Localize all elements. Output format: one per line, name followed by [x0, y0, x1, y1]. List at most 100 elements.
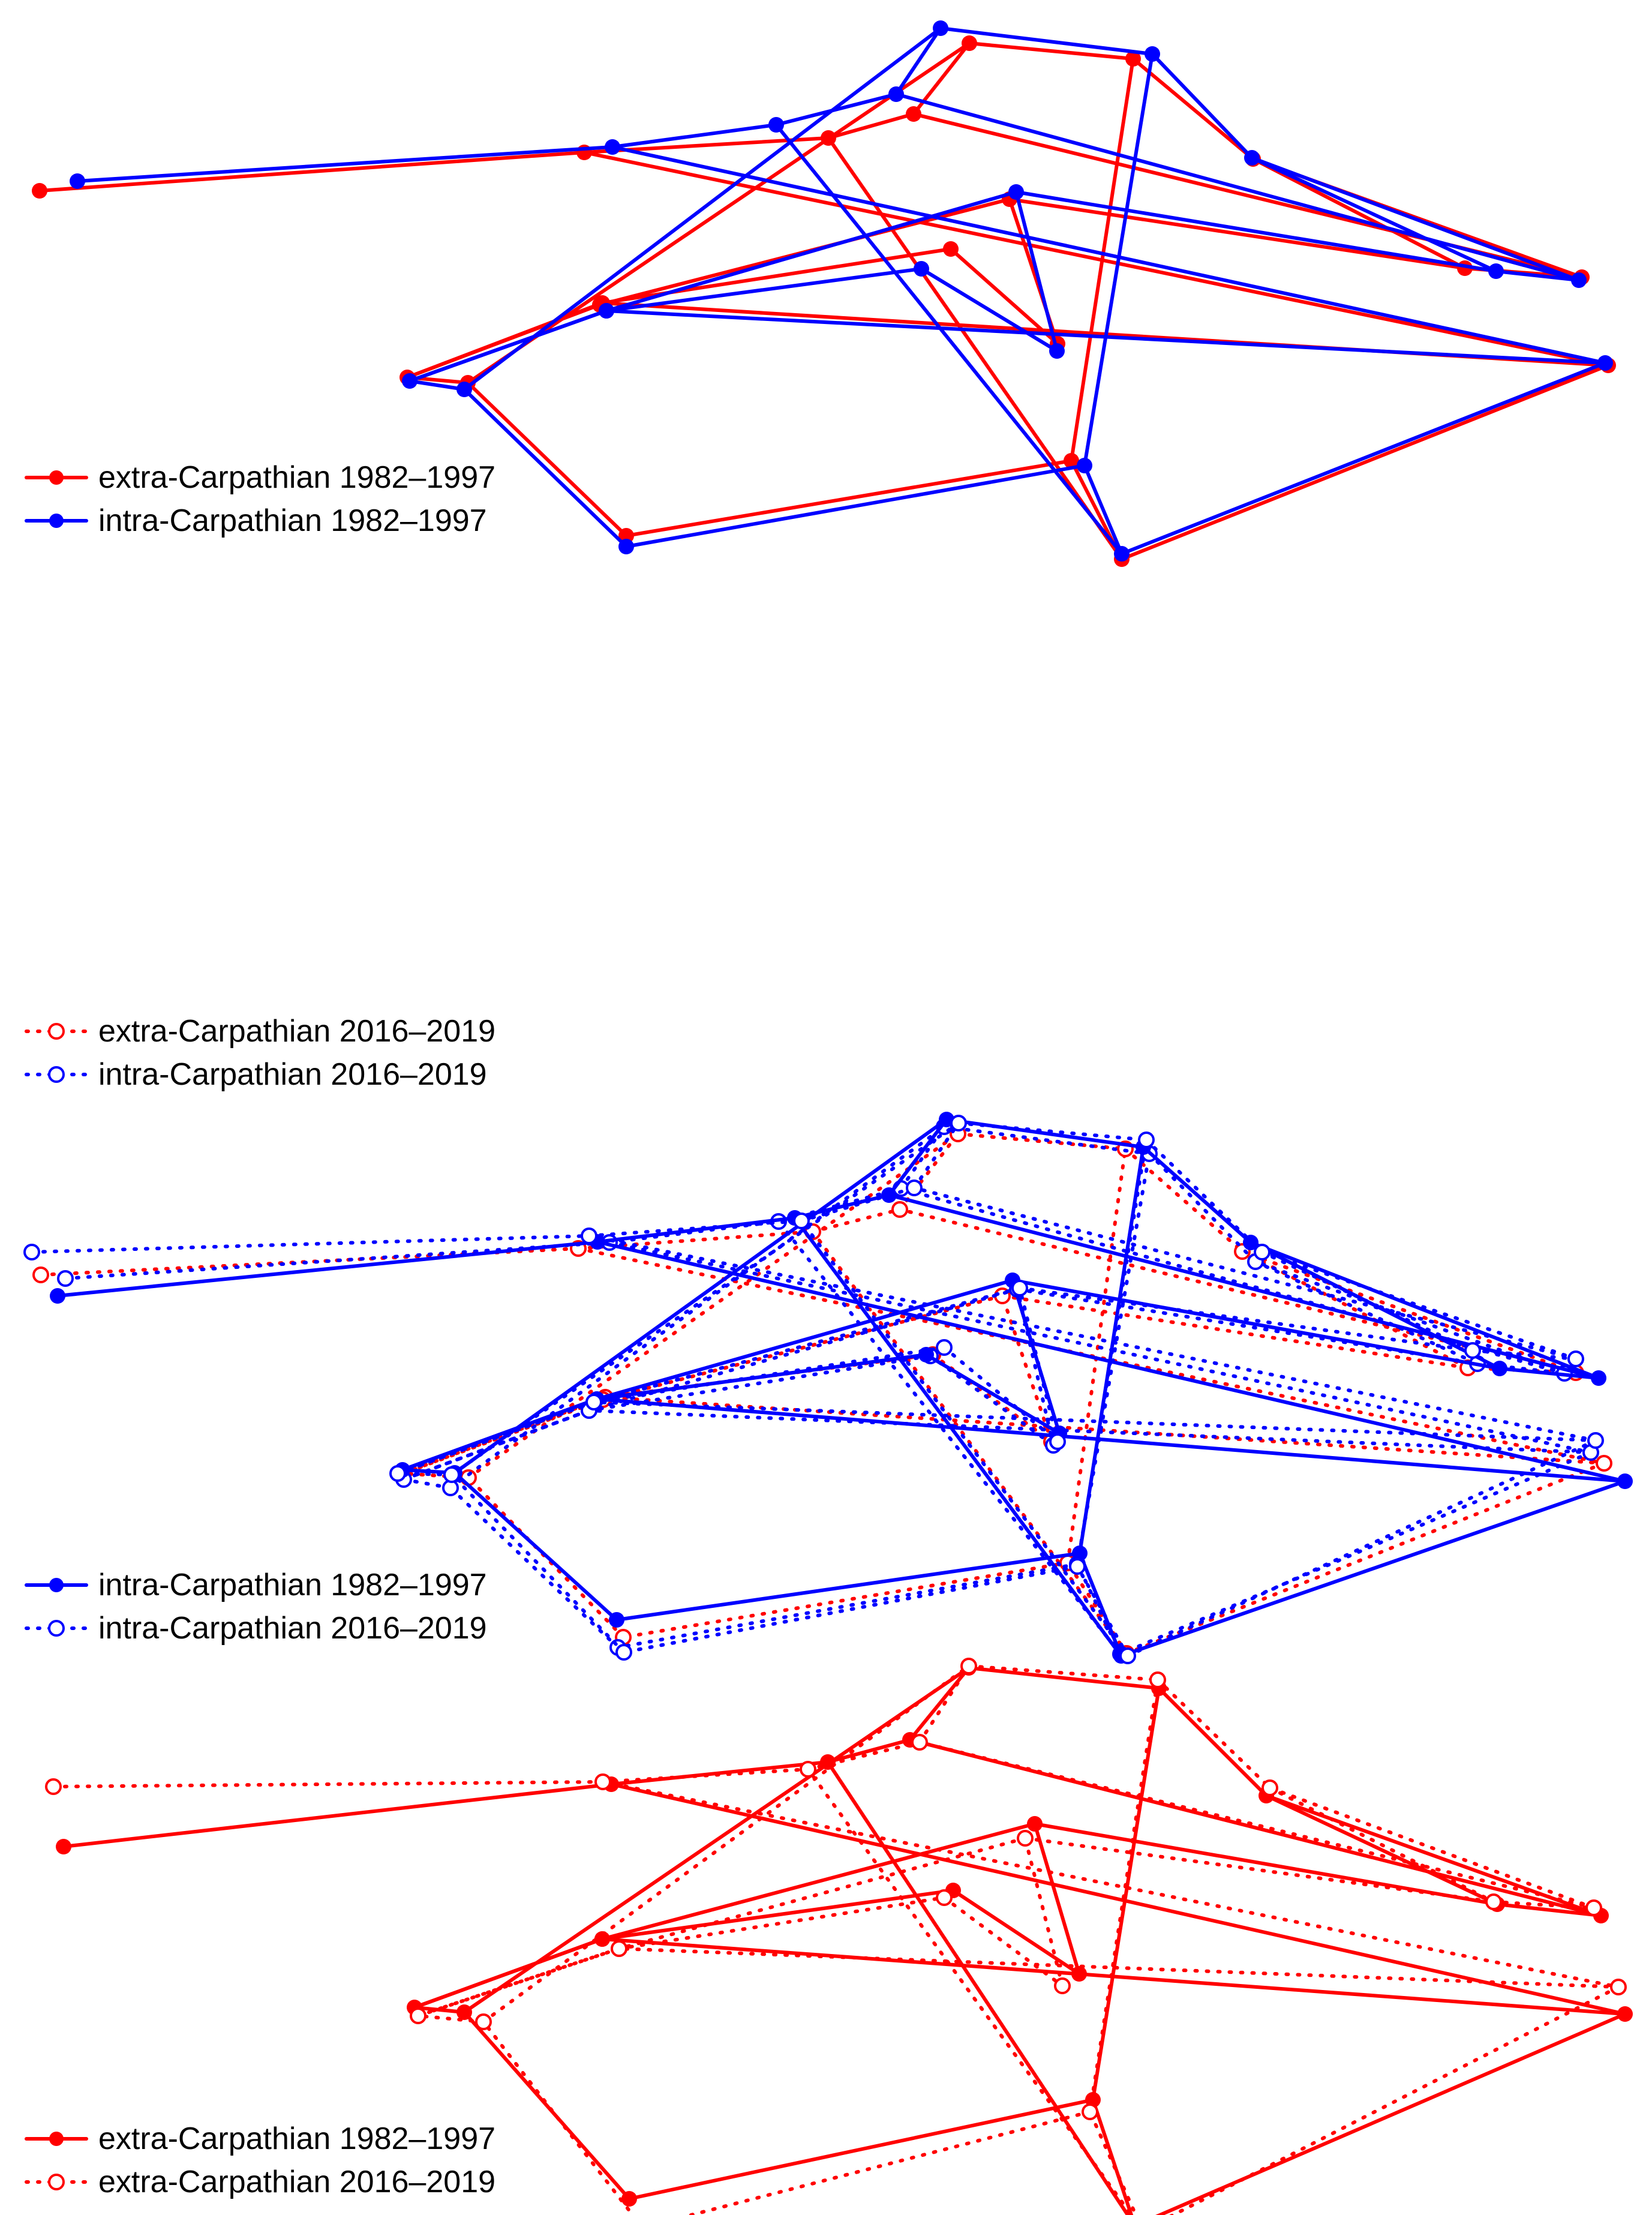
edge: [806, 1767, 1134, 2215]
edge: [1148, 1152, 1257, 1263]
edge: [1076, 1562, 1122, 1656]
panel-extra-1982-vs-2016: extra-Carpathian 1982–1997 extra-Carpath…: [0, 1658, 1652, 2215]
landmark-point: [1488, 263, 1504, 279]
landmark-point: [1049, 1433, 1066, 1450]
edge: [627, 2098, 1095, 2201]
edge: [1260, 1250, 1474, 1352]
edge: [1066, 1147, 1127, 1565]
landmark-point: [960, 1658, 977, 1674]
edge: [1083, 464, 1124, 556]
landmark-point: [1610, 1979, 1627, 1995]
landmark-point: [1064, 453, 1079, 469]
edge: [608, 1241, 1593, 1454]
panel-1982-extra-vs-intra: extra-Carpathian 1982–1997 intra-Carpath…: [0, 0, 1652, 567]
edge: [416, 1947, 621, 2018]
edge: [453, 1471, 618, 1622]
landmark-point: [475, 2013, 492, 2030]
panel-intra-1982-vs-2016: intra-Carpathian 1982–1997 intra-Carpath…: [0, 1108, 1652, 1664]
edge: [596, 1216, 797, 1244]
edge: [416, 2014, 485, 2024]
edge: [1008, 197, 1467, 270]
legend-label: extra-Carpathian 2016–2019: [98, 1014, 496, 1049]
landmark-point: [1571, 272, 1587, 288]
edge: [827, 112, 915, 140]
legend-marker: [49, 2132, 64, 2146]
edge: [450, 1121, 960, 1476]
edge: [1249, 1241, 1600, 1380]
legend-swatch: [25, 1620, 88, 1637]
landmark-point: [1069, 1558, 1086, 1575]
edge: [1120, 364, 1610, 561]
edge: [1023, 1836, 1495, 1904]
landmark-point: [594, 1931, 610, 1947]
legend-label: intra-Carpathian 1982–1997: [98, 1568, 487, 1602]
edge: [899, 1125, 946, 1190]
edge: [1264, 1794, 1499, 1906]
edge: [609, 1782, 1627, 2016]
edge: [592, 1400, 1597, 1442]
landmark-point: [1125, 51, 1141, 67]
edge: [1254, 1260, 1566, 1375]
edge: [1119, 1479, 1627, 1658]
edge: [56, 1240, 599, 1298]
edge: [617, 1836, 1027, 1950]
landmark-point: [1077, 458, 1092, 473]
edge: [806, 1740, 921, 1771]
edge: [462, 2010, 631, 2201]
series-1: [45, 1658, 1627, 2215]
landmark-point: [1145, 46, 1160, 62]
landmark-point: [1587, 1432, 1604, 1449]
edge: [800, 1219, 1130, 1658]
legend-swatch: [25, 1066, 88, 1083]
edge: [39, 1247, 580, 1277]
landmark-point: [618, 528, 634, 544]
edge: [777, 1220, 1122, 1656]
edge: [1033, 1822, 1081, 1976]
legend-swatch: [25, 514, 88, 528]
landmark-point: [1596, 1455, 1612, 1472]
edge: [1251, 157, 1467, 270]
landmark-point: [389, 1465, 406, 1482]
series-1: [23, 1115, 1604, 1664]
edge: [1011, 1278, 1501, 1370]
landmark-point: [56, 1839, 71, 1854]
edge: [1268, 1786, 1596, 1910]
landmark-point: [793, 1212, 810, 1229]
edge: [1131, 57, 1255, 161]
edge: [1169, 1985, 1620, 2215]
legend-swatch: [25, 1578, 88, 1592]
legend-label: extra-Carpathian 1982–1997: [98, 2121, 496, 2156]
edge: [1088, 2110, 1138, 2215]
landmark-point: [605, 139, 620, 155]
edge: [1001, 1294, 1470, 1370]
edge: [592, 1346, 946, 1404]
edge: [482, 2020, 635, 2215]
landmark-point: [936, 1339, 953, 1356]
edge: [1016, 1287, 1055, 1447]
landmark-point: [45, 1778, 62, 1795]
landmark-point: [410, 2007, 426, 2024]
edge: [1495, 1902, 1603, 1917]
edge: [967, 1664, 1160, 1682]
edge: [605, 267, 923, 313]
edge: [30, 1234, 591, 1254]
edge: [887, 1118, 948, 1197]
edge: [957, 1121, 1148, 1142]
edge: [1076, 1138, 1148, 1568]
edge: [1494, 269, 1581, 282]
edge: [587, 1409, 1593, 1454]
edge: [595, 1397, 1627, 1483]
edge: [1155, 2012, 1627, 2215]
edge: [956, 1132, 1127, 1151]
landmark-point: [594, 1773, 611, 1790]
landmark-point: [950, 1115, 967, 1131]
landmark-point: [914, 261, 929, 277]
edge: [603, 1395, 1606, 1465]
landmark-point: [1254, 1244, 1270, 1260]
edge: [918, 1664, 971, 1744]
legend-swatch: [25, 2174, 88, 2190]
edge: [406, 303, 602, 379]
edge: [1145, 1138, 1264, 1254]
edge: [684, 2110, 1092, 2215]
edge: [1033, 1822, 1499, 1906]
